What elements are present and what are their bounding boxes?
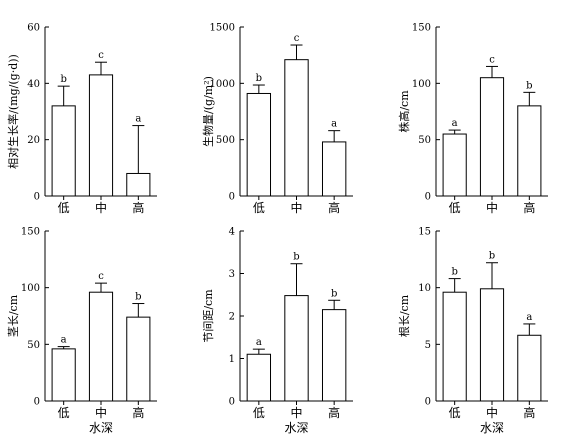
x-category-label: 中 [486,405,498,420]
x-category-label: 高 [328,200,340,215]
significance-letter: a [256,337,262,348]
significance-letter: a [135,114,141,125]
significance-letter: b [489,251,495,262]
y-tick-label: 100 [21,283,40,294]
significance-letter: c [98,50,104,61]
significance-letter: b [451,267,457,278]
x-category-label: 低 [58,406,70,420]
y-tick-label: 0 [34,192,40,203]
x-category-label: 高 [523,200,535,215]
x-category-label: 中 [95,200,107,215]
y-tick-label: 150 [412,23,431,34]
bar-2 [284,59,309,197]
y-tick-label: 3 [229,269,235,280]
y-tick-label: 0 [229,192,235,203]
chart-panel-6: 0 5 10 15 根长/cm b 低 b 中 a 高水深 [397,227,548,435]
chart-panel-3: 0 50 100 150 株高/cm a 低 c 中 b 高 [397,23,548,215]
significance-letter: a [61,335,67,346]
x-category-label: 低 [253,201,265,215]
x-category-label: 高 [523,405,535,420]
bar-1 [51,105,76,197]
y-tick-label: 60 [27,23,40,34]
y-axis-label: 节间距/cm [202,289,215,343]
y-axis-label: 株高/cm [397,90,411,133]
x-category-label: 中 [95,405,107,420]
y-tick-label: 10 [418,283,431,294]
y-tick-label: 2 [229,312,235,323]
y-tick-label: 50 [418,135,431,146]
bar-1 [246,353,272,402]
y-tick-label: 5 [425,340,431,351]
significance-letter: b [256,73,262,84]
significance-letter: b [60,74,66,85]
x-axis-label: 水深 [480,421,504,435]
significance-letter: b [135,292,141,303]
y-tick-label: 0 [229,397,235,408]
y-axis-label: 茎长/cm [7,294,20,337]
y-tick-label: 1500 [210,23,235,34]
y-tick-label: 500 [216,135,235,146]
y-tick-label: 4 [229,227,235,238]
bar-3 [321,309,347,402]
bar-2 [88,74,114,197]
bar-1 [442,133,467,197]
bar-2 [479,288,505,402]
bar-2 [479,77,505,197]
x-category-label: 低 [449,406,461,420]
x-category-label: 低 [449,201,461,215]
bar-1 [51,348,76,402]
y-tick-label: 15 [418,227,431,238]
chart-panel-5: 0 1 2 3 4 节间距/cm a 低 b 中 b 高水深 [202,227,353,435]
x-axis-label: 水深 [89,421,113,435]
y-axis-label: 根长/cm [397,294,411,337]
chart-panel-2: 0 500 1000 1500 生物量/(g/m²) b 低 c 中 a 高 [201,23,353,215]
y-tick-label: 40 [27,79,40,90]
bar-1 [442,291,467,402]
significance-letter: a [331,119,337,130]
x-category-label: 中 [290,405,302,420]
y-tick-label: 1 [229,354,235,365]
x-category-label: 中 [290,200,302,215]
bar-2 [284,295,309,402]
significance-letter: b [293,252,299,263]
significance-letter: a [526,312,532,323]
chart-panel-4: 0 50 100 150 茎长/cm a 低 c 中 b 高水深 [7,227,157,435]
y-tick-label: 0 [425,397,431,408]
significance-letter: b [331,288,337,299]
bar-3 [517,105,542,197]
x-category-label: 高 [328,405,340,420]
x-category-label: 高 [132,405,144,420]
y-tick-label: 150 [21,227,40,238]
x-axis-label: 水深 [284,421,308,435]
y-tick-label: 0 [425,192,431,203]
y-axis-label: 生物量/(g/m²) [201,76,215,147]
bar-2 [88,291,114,402]
bar-3 [126,172,151,197]
y-tick-label: 20 [27,135,40,146]
significance-letter: c [489,54,495,65]
y-axis-label: 相对生长率/(mg/(g·d)) [6,54,20,169]
y-tick-label: 0 [34,397,40,408]
bar-3 [126,316,151,402]
significance-letter: c [294,33,300,44]
significance-letter: b [526,80,532,91]
significance-letter: c [98,271,104,282]
y-tick-label: 1000 [210,79,235,90]
x-category-label: 高 [132,200,144,215]
chart-panel-1: 0 20 40 60 相对生长率/(mg/(g·d)) b 低 c 中 a 高 [6,23,157,215]
bar-3 [517,334,542,402]
y-tick-label: 50 [27,340,40,351]
bar-3 [321,141,347,197]
x-category-label: 低 [58,201,70,215]
x-category-label: 低 [253,406,265,420]
x-category-label: 中 [486,200,498,215]
y-tick-label: 100 [412,79,431,90]
significance-letter: a [452,118,458,129]
bar-1 [246,92,272,197]
